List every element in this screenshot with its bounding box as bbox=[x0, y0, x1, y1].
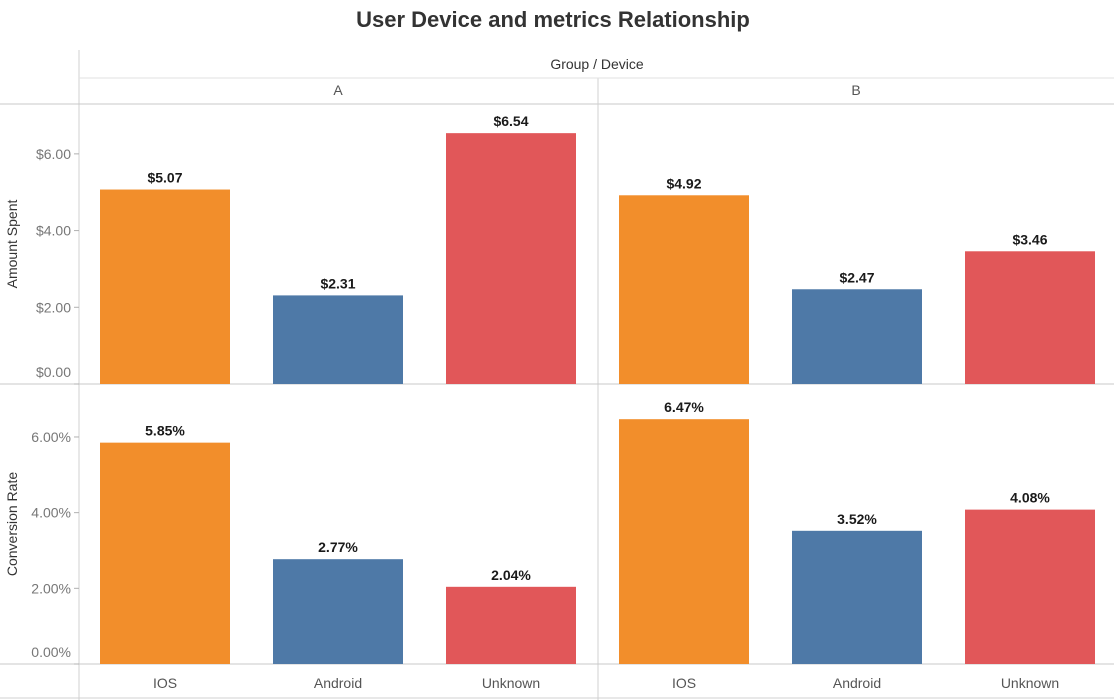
group-header-a: A bbox=[333, 82, 343, 98]
amount-spent-data-label-a-unknown: $6.54 bbox=[493, 113, 528, 129]
amount-spent-bar-b-android bbox=[792, 289, 922, 384]
conversion-rate-bar-a-android bbox=[273, 559, 403, 664]
y-axis-label-amount-spent: Amount Spent bbox=[4, 200, 20, 289]
chart-plot-area: $0.00 $2.00 $4.00 $6.00 $5.07 $2.31 $6.54 $4.92… bbox=[0, 50, 1114, 700]
amount-spent-y-tick-label: $2.00 bbox=[36, 299, 71, 315]
x-tick-label-a-ios: IOS bbox=[153, 675, 177, 691]
group-header-b: B bbox=[851, 82, 860, 98]
conversion-rate-bar-a-ios bbox=[100, 442, 230, 664]
amount-spent-data-label-b-ios: $4.92 bbox=[666, 175, 701, 191]
amount-spent-data-label-b-unknown: $3.46 bbox=[1012, 231, 1047, 247]
conversion-rate-data-label-a-ios: 5.85% bbox=[145, 423, 185, 439]
conversion-rate-y-tick-label: 6.00% bbox=[31, 429, 71, 445]
conversion-rate-bar-a-unknown bbox=[446, 586, 576, 664]
chart-title: User Device and metrics Relationship bbox=[356, 7, 750, 32]
amount-spent-bar-a-unknown bbox=[446, 133, 576, 384]
amount-spent-y-tick-label: $0.00 bbox=[36, 364, 71, 380]
conversion-rate-y-tick-label: 2.00% bbox=[31, 580, 71, 596]
conversion-rate-bar-b-android bbox=[792, 530, 922, 664]
conversion-rate-data-label-a-android: 2.77% bbox=[318, 539, 358, 555]
conversion-rate-y-tick-label: 4.00% bbox=[31, 505, 71, 521]
amount-spent-bar-b-unknown bbox=[965, 251, 1095, 384]
conversion-rate-bar-b-ios bbox=[619, 419, 749, 664]
column-header-label: Group / Device bbox=[550, 56, 644, 72]
conversion-rate-data-label-b-unknown: 4.08% bbox=[1010, 490, 1050, 506]
x-tick-label-a-unknown: Unknown bbox=[482, 675, 540, 691]
amount-spent-data-label-a-ios: $5.07 bbox=[147, 170, 182, 186]
conversion-rate-bar-b-unknown bbox=[965, 509, 1095, 664]
conversion-rate-data-label-a-unknown: 2.04% bbox=[491, 567, 531, 583]
conversion-rate-y-tick-label: 0.00% bbox=[31, 644, 71, 660]
conversion-rate-data-label-b-ios: 6.47% bbox=[664, 399, 704, 415]
amount-spent-data-label-b-android: $2.47 bbox=[839, 269, 874, 285]
y-axis-label-conversion-rate: Conversion Rate bbox=[4, 472, 20, 576]
x-tick-label-b-unknown: Unknown bbox=[1001, 675, 1059, 691]
amount-spent-bar-a-android bbox=[273, 295, 403, 384]
x-tick-label-a-android: Android bbox=[314, 675, 362, 691]
amount-spent-y-tick-label: $4.00 bbox=[36, 223, 71, 239]
amount-spent-bar-b-ios bbox=[619, 195, 749, 384]
amount-spent-data-label-a-android: $2.31 bbox=[320, 275, 355, 291]
amount-spent-y-tick-label: $6.00 bbox=[36, 146, 71, 162]
amount-spent-bar-a-ios bbox=[100, 189, 230, 384]
conversion-rate-data-label-b-android: 3.52% bbox=[837, 511, 877, 527]
x-tick-label-b-android: Android bbox=[833, 675, 881, 691]
x-tick-label-b-ios: IOS bbox=[672, 675, 696, 691]
